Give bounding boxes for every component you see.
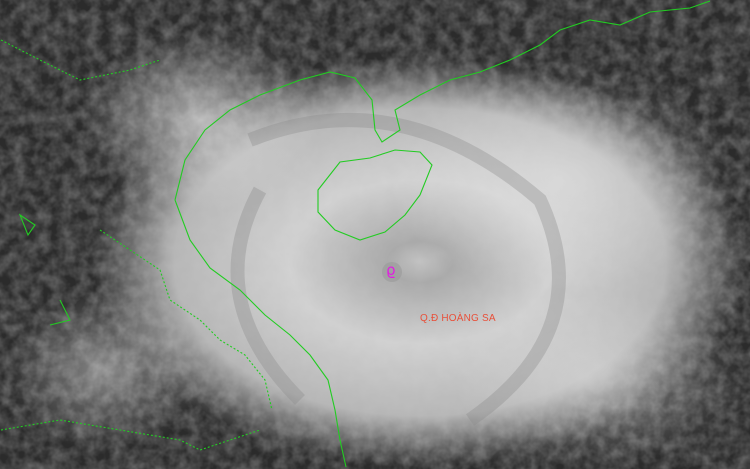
coastlines [0,0,711,468]
typhoon-icon: ϱ [386,261,396,279]
map-label-hoang-sa: Q.Đ HOÀNG SA [420,313,496,324]
